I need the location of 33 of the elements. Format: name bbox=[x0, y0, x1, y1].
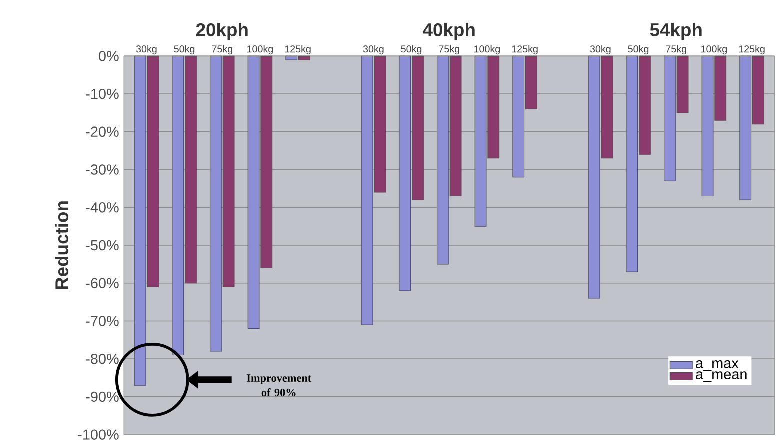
x-tick-label: 100kg bbox=[248, 46, 273, 55]
y-tick-label: -80% bbox=[86, 354, 119, 364]
x-tick-label: 75kg bbox=[439, 46, 460, 55]
x-tick-label: 75kg bbox=[666, 46, 686, 55]
y-tick-label: -10% bbox=[86, 89, 119, 100]
x-tick-label: 50kg bbox=[174, 46, 195, 55]
x-tick-label: 125kg bbox=[285, 46, 311, 55]
y-tick-label: -100% bbox=[78, 430, 119, 440]
y-tick-label: -20% bbox=[86, 126, 119, 138]
x-tick-label: 50kg bbox=[401, 46, 422, 55]
y-tick-label: -50% bbox=[86, 240, 119, 251]
text: 40kph bbox=[423, 23, 475, 40]
y-tick-label: -70% bbox=[86, 316, 119, 327]
text: 20kph bbox=[196, 23, 248, 40]
x-tick-label: 125kg bbox=[512, 46, 538, 55]
y-tick-label: -90% bbox=[86, 392, 119, 402]
x-tick-label: 100kg bbox=[474, 46, 500, 55]
x-tick-label: 75kg bbox=[212, 46, 232, 55]
legend-label: a_mean bbox=[696, 372, 747, 382]
annotation: Improvement of 90% bbox=[247, 374, 312, 397]
x-tick-label: 30kg bbox=[590, 46, 611, 55]
x-tick-label: 100kg bbox=[702, 46, 727, 55]
text: 54kph bbox=[650, 23, 702, 40]
legend-label: a_max bbox=[696, 360, 739, 372]
y-tick-label: -30% bbox=[86, 164, 119, 176]
y-tick-label: -40% bbox=[86, 202, 119, 213]
x-tick-label: 30kg bbox=[363, 46, 384, 55]
y-axis-title: Reduction bbox=[55, 202, 69, 290]
y-tick-label: -60% bbox=[86, 278, 119, 289]
x-tick-label: 50kg bbox=[628, 46, 649, 55]
y-tick-label: 0% bbox=[99, 51, 119, 62]
x-tick-label: 30kg bbox=[136, 46, 157, 55]
x-tick-label: 125kg bbox=[739, 46, 765, 55]
